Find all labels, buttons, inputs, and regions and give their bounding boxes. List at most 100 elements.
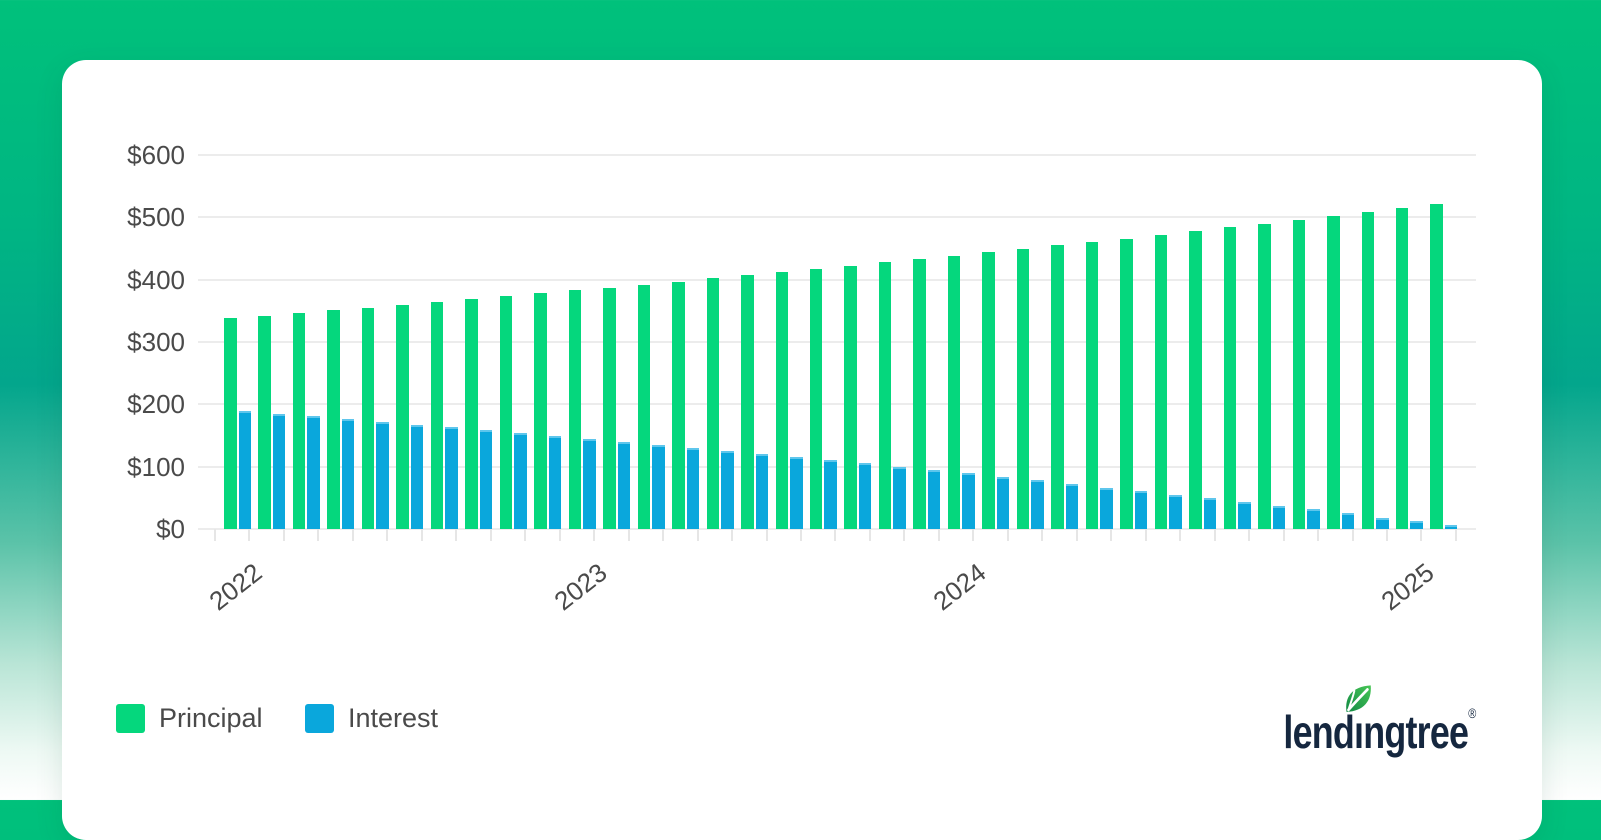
bar-interest[interactable] xyxy=(514,432,527,529)
principal-swatch xyxy=(116,703,145,733)
y-axis-tick-label: $400 xyxy=(127,264,185,295)
bar-principal[interactable] xyxy=(741,275,754,529)
bar-principal[interactable] xyxy=(499,296,513,529)
bar-interest[interactable] xyxy=(1100,487,1113,529)
bar-interest[interactable] xyxy=(996,477,1010,529)
bar-principal[interactable] xyxy=(775,272,789,529)
y-axis-tick-label: $200 xyxy=(127,389,185,420)
bar-principal[interactable] xyxy=(327,310,340,529)
bar-principal[interactable] xyxy=(534,293,547,529)
x-axis-tick xyxy=(524,528,527,541)
bar-interest[interactable] xyxy=(1169,494,1182,529)
bar-interest[interactable] xyxy=(824,460,837,529)
bar-principal[interactable] xyxy=(844,265,857,529)
x-axis-tick xyxy=(662,528,665,541)
bar-principal[interactable] xyxy=(603,287,616,529)
x-axis-tick xyxy=(868,528,871,541)
bar-interest[interactable] xyxy=(1065,483,1079,529)
legend-item-principal[interactable]: Principal xyxy=(116,703,263,733)
bar-principal[interactable] xyxy=(809,269,823,529)
bar-principal[interactable] xyxy=(982,252,995,529)
bar-interest[interactable] xyxy=(927,470,941,529)
bar-principal[interactable] xyxy=(947,256,961,529)
bar-principal[interactable] xyxy=(1085,241,1099,529)
bar-principal[interactable] xyxy=(1154,234,1168,529)
logo-text-i: ı xyxy=(1353,706,1364,758)
logo-text-lend: lend xyxy=(1283,706,1354,758)
bar-principal[interactable] xyxy=(1223,227,1237,529)
leaf-icon xyxy=(1346,685,1371,712)
x-axis-tick xyxy=(282,528,285,541)
bar-principal[interactable] xyxy=(672,281,685,529)
bar-interest[interactable] xyxy=(376,421,389,529)
bar-interest[interactable] xyxy=(1307,509,1320,529)
bar-interest[interactable] xyxy=(1203,498,1217,529)
bar-interest[interactable] xyxy=(790,457,803,529)
x-axis-tick xyxy=(1041,528,1044,541)
y-gridline xyxy=(198,527,1476,530)
bar-interest[interactable] xyxy=(617,441,631,529)
bar-interest[interactable] xyxy=(307,416,320,529)
x-axis-tick xyxy=(834,528,837,541)
bar-principal[interactable] xyxy=(1327,216,1340,529)
bar-principal[interactable] xyxy=(396,304,409,529)
bar-principal[interactable] xyxy=(292,313,306,529)
bar-interest[interactable] xyxy=(341,419,355,529)
bar-interest[interactable] xyxy=(1031,480,1044,529)
bar-principal[interactable] xyxy=(1395,208,1409,529)
bar-interest[interactable] xyxy=(962,473,975,529)
bar-principal[interactable] xyxy=(1258,223,1271,529)
bar-interest[interactable] xyxy=(858,463,872,529)
x-axis-tick xyxy=(972,528,975,541)
bar-interest[interactable] xyxy=(548,435,562,529)
x-axis-tick xyxy=(799,528,802,541)
bar-interest[interactable] xyxy=(410,424,424,529)
bar-interest[interactable] xyxy=(893,467,906,529)
registered-mark: ® xyxy=(1467,705,1476,721)
bar-principal[interactable] xyxy=(1430,204,1443,529)
y-gridline xyxy=(198,154,1476,157)
x-axis-tick xyxy=(1248,528,1251,541)
bar-interest[interactable] xyxy=(445,427,458,529)
page-background: { "colors": { "background_green": "#00c1… xyxy=(0,0,1601,800)
bar-interest[interactable] xyxy=(272,413,286,529)
bar-principal[interactable] xyxy=(465,298,478,529)
bar-principal[interactable] xyxy=(430,302,444,529)
bar-principal[interactable] xyxy=(258,315,271,529)
bar-principal[interactable] xyxy=(1016,249,1030,529)
bar-principal[interactable] xyxy=(1189,231,1202,529)
x-axis-tick xyxy=(1282,528,1285,541)
x-axis-tick xyxy=(1385,528,1388,541)
bar-interest[interactable] xyxy=(238,411,251,529)
x-axis-tick xyxy=(765,528,768,541)
bar-principal[interactable] xyxy=(1361,211,1374,529)
bar-principal[interactable] xyxy=(637,284,651,529)
bar-interest[interactable] xyxy=(686,447,700,529)
x-axis-tick xyxy=(1454,528,1457,541)
x-axis-tick xyxy=(1213,528,1216,541)
bar-principal[interactable] xyxy=(224,318,237,529)
bar-principal[interactable] xyxy=(1120,238,1133,529)
bar-interest[interactable] xyxy=(1410,521,1423,529)
bar-principal[interactable] xyxy=(1051,245,1064,529)
bar-principal[interactable] xyxy=(568,290,582,529)
bar-interest[interactable] xyxy=(583,439,596,529)
bar-interest[interactable] xyxy=(1238,502,1251,529)
bar-principal[interactable] xyxy=(706,278,720,529)
bar-interest[interactable] xyxy=(652,444,665,529)
bar-interest[interactable] xyxy=(1341,513,1355,529)
bar-interest[interactable] xyxy=(1376,517,1389,529)
bar-interest[interactable] xyxy=(1134,490,1148,529)
bar-interest[interactable] xyxy=(755,454,769,529)
bar-interest[interactable] xyxy=(721,450,734,529)
bar-principal[interactable] xyxy=(913,259,926,529)
legend-item-interest[interactable]: Interest xyxy=(305,703,438,733)
bar-interest[interactable] xyxy=(1444,525,1458,529)
bar-interest[interactable] xyxy=(1272,505,1286,529)
x-axis-tick xyxy=(420,528,423,541)
bar-interest[interactable] xyxy=(479,430,493,529)
bar-principal[interactable] xyxy=(878,262,892,529)
bar-principal[interactable] xyxy=(361,307,375,529)
bar-principal[interactable] xyxy=(1292,219,1306,529)
x-axis-tick xyxy=(1351,528,1354,541)
